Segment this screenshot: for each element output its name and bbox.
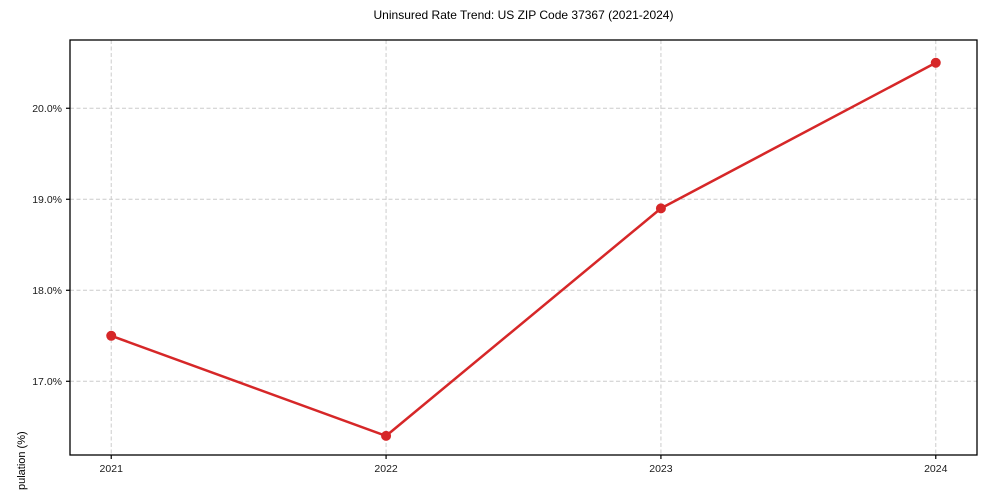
data-point bbox=[106, 330, 117, 341]
trend-line bbox=[109, 61, 938, 438]
data-point bbox=[655, 203, 666, 214]
chart-title: Uninsured Rate Trend: US ZIP Code 37367 … bbox=[373, 8, 674, 22]
data-point bbox=[930, 57, 941, 68]
y-tick-label: 18.0% bbox=[32, 285, 62, 297]
plot-frame bbox=[69, 39, 978, 456]
y-tick-label: 17.0% bbox=[32, 376, 62, 388]
y-tick-label: 19.0% bbox=[32, 194, 62, 206]
data-point bbox=[381, 430, 392, 441]
y-tick-label: 20.0% bbox=[32, 103, 62, 115]
x-tick-label: 2022 bbox=[374, 463, 398, 475]
x-tick-label: 2023 bbox=[649, 463, 673, 475]
x-tick-label: 2021 bbox=[100, 463, 124, 475]
x-tick-label: 2024 bbox=[924, 463, 948, 475]
